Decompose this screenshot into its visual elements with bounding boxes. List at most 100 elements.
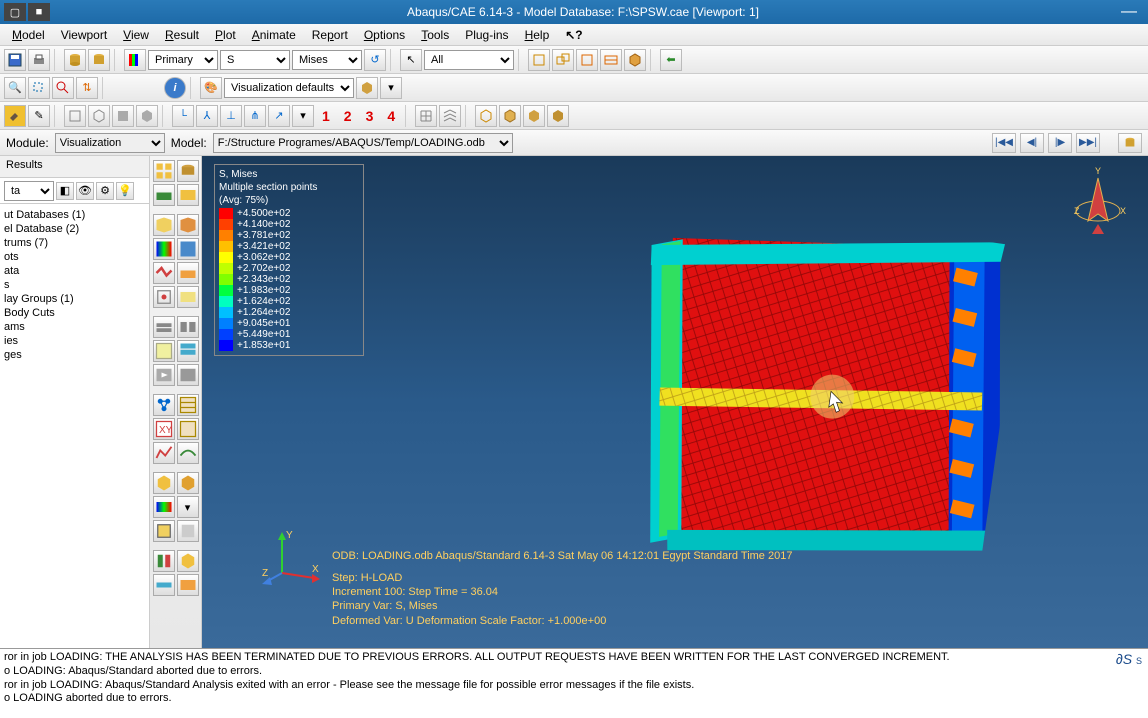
tool-icon[interactable]	[177, 550, 199, 572]
tree-item[interactable]: Body Cuts	[4, 306, 145, 320]
axis-l-icon[interactable]: └	[172, 105, 194, 127]
tool-icon[interactable]	[177, 472, 199, 494]
tool-icon[interactable]	[153, 238, 175, 260]
tool-icon[interactable]: XY	[153, 418, 175, 440]
axis-free-icon[interactable]: ↗	[268, 105, 290, 127]
zoom-icon[interactable]: 🔍	[4, 77, 26, 99]
axis-3d-icon[interactable]: ⋔	[244, 105, 266, 127]
shade-iso-icon[interactable]	[136, 105, 158, 127]
view-1[interactable]: 1	[316, 108, 336, 124]
tool-icon[interactable]	[153, 316, 175, 338]
tool-icon[interactable]	[177, 316, 199, 338]
tool-icon[interactable]	[177, 364, 199, 386]
print-icon[interactable]	[28, 49, 50, 71]
tool-icon[interactable]	[153, 364, 175, 386]
tool-icon[interactable]	[153, 472, 175, 494]
sketch-icon[interactable]: ✎	[28, 105, 50, 127]
tool-icon[interactable]	[153, 574, 175, 596]
save-icon[interactable]	[4, 49, 26, 71]
menu-view[interactable]: View	[115, 28, 157, 42]
viewport[interactable]: S, Mises Multiple section points (Avg: 7…	[202, 156, 1148, 648]
message-console[interactable]: ∂S S ror in job LOADING: THE ANALYSIS HA…	[0, 648, 1148, 718]
tree-filter-combo[interactable]: ta	[4, 181, 54, 201]
zoom-area-icon[interactable]	[28, 77, 50, 99]
window-control-1[interactable]: ▢	[4, 3, 26, 21]
last-frame-icon[interactable]: ▶▶|	[1076, 133, 1100, 153]
db-icon-2[interactable]	[88, 49, 110, 71]
tool-icon[interactable]	[177, 238, 199, 260]
db-nav-icon[interactable]	[1118, 133, 1142, 153]
wire-iso-icon[interactable]	[88, 105, 110, 127]
tool-icon[interactable]	[177, 394, 199, 416]
tool-icon[interactable]	[153, 496, 175, 518]
tree-item[interactable]: lay Groups (1)	[4, 292, 145, 306]
view-4[interactable]: 4	[381, 108, 401, 124]
select-icon[interactable]: ↖	[400, 49, 422, 71]
arrow-left-icon[interactable]: ⬅	[660, 49, 682, 71]
grid-icon-1[interactable]	[415, 105, 437, 127]
tool-icon[interactable]	[177, 574, 199, 596]
tool-icon[interactable]	[177, 160, 199, 182]
cube-view-3[interactable]	[523, 105, 545, 127]
cube-view-4[interactable]	[547, 105, 569, 127]
tree-item[interactable]: ots	[4, 250, 145, 264]
tool-icon[interactable]	[177, 340, 199, 362]
minimize-button[interactable]: —	[1114, 3, 1144, 21]
display-group-icon-2[interactable]	[552, 49, 574, 71]
view-2[interactable]: 2	[338, 108, 358, 124]
tool-icon[interactable]	[153, 160, 175, 182]
menu-model[interactable]: Model	[4, 28, 53, 42]
shade-front-icon[interactable]	[112, 105, 134, 127]
prev-frame-icon[interactable]: ◀|	[1020, 133, 1044, 153]
tool-icon[interactable]	[153, 550, 175, 572]
contour-icon[interactable]	[124, 49, 146, 71]
tool-icon[interactable]	[153, 340, 175, 362]
grid-icon-2[interactable]	[439, 105, 461, 127]
view-compass[interactable]: Y Z X	[1068, 166, 1128, 246]
tree-item[interactable]: s	[4, 278, 145, 292]
tool-icon[interactable]	[177, 184, 199, 206]
vis-defaults-combo[interactable]: Visualization defaults	[224, 78, 354, 98]
tool-icon[interactable]	[153, 442, 175, 464]
info-icon[interactable]: i	[164, 77, 186, 99]
menu-result[interactable]: Result	[157, 28, 207, 42]
wire-front-icon[interactable]	[64, 105, 86, 127]
tree-btn-2[interactable]: 👁	[76, 182, 94, 200]
component-combo[interactable]: Mises	[292, 50, 362, 70]
tree-item[interactable]: trums (7)	[4, 236, 145, 250]
axis-y-icon[interactable]: ⅄	[196, 105, 218, 127]
results-tree[interactable]: ut Databases (1) el Database (2) trums (…	[0, 204, 149, 648]
tool-icon[interactable]	[177, 262, 199, 284]
menu-viewport[interactable]: Viewport	[53, 28, 115, 42]
menu-plugins[interactable]: Plug-ins	[457, 28, 516, 42]
cube-view-1[interactable]	[475, 105, 497, 127]
tool-icon[interactable]	[153, 184, 175, 206]
cube-icon[interactable]	[624, 49, 646, 71]
module-combo[interactable]: Visualization	[55, 133, 165, 153]
primary-combo[interactable]: Primary	[148, 50, 218, 70]
box-icon-2[interactable]	[600, 49, 622, 71]
tree-item[interactable]: ams	[4, 320, 145, 334]
bulb-icon[interactable]: 💡	[116, 182, 134, 200]
whats-this-icon[interactable]: ↖?	[557, 28, 590, 42]
all-combo[interactable]: All	[424, 50, 514, 70]
tool-icon[interactable]	[153, 262, 175, 284]
variable-combo[interactable]: S	[220, 50, 290, 70]
menu-plot[interactable]: Plot	[207, 28, 244, 42]
tool-icon[interactable]	[153, 286, 175, 308]
tool-icon[interactable]	[177, 214, 199, 236]
palette-icon[interactable]: 🎨	[200, 77, 222, 99]
dropdown-icon[interactable]: ▾	[380, 77, 402, 99]
tool-icon[interactable]	[177, 442, 199, 464]
tree-item[interactable]: ges	[4, 348, 145, 362]
model-combo[interactable]: F:/Structure Programes/ABAQUS/Temp/LOADI…	[213, 133, 513, 153]
menu-animate[interactable]: Animate	[244, 28, 304, 42]
tree-btn-3[interactable]: ⚙	[96, 182, 114, 200]
menu-help[interactable]: Help	[517, 28, 558, 42]
window-control-2[interactable]: ■	[28, 3, 50, 21]
hammer-icon[interactable]	[4, 105, 26, 127]
tool-icon[interactable]: ▾	[177, 496, 199, 518]
view-3[interactable]: 3	[360, 108, 380, 124]
render-cube-icon[interactable]	[356, 77, 378, 99]
tool-icon[interactable]	[153, 520, 175, 542]
